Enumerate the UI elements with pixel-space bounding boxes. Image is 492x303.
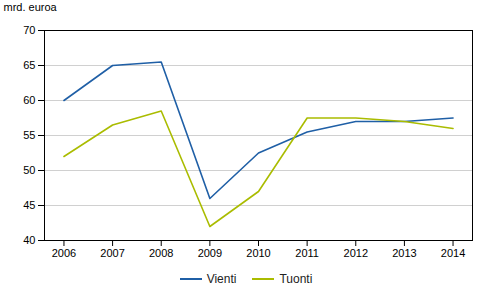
svg-text:mrd. euroa: mrd. euroa xyxy=(4,1,58,13)
svg-text:2014: 2014 xyxy=(441,247,465,259)
svg-text:2010: 2010 xyxy=(246,247,270,259)
svg-text:65: 65 xyxy=(23,59,35,71)
svg-text:2012: 2012 xyxy=(344,247,368,259)
svg-text:60: 60 xyxy=(23,94,35,106)
svg-text:40: 40 xyxy=(23,234,35,246)
svg-text:2009: 2009 xyxy=(198,247,222,259)
svg-text:70: 70 xyxy=(23,24,35,36)
svg-text:2011: 2011 xyxy=(295,247,319,259)
svg-text:2006: 2006 xyxy=(52,247,76,259)
svg-text:2008: 2008 xyxy=(149,247,173,259)
html-text:Vienti: Vienti xyxy=(206,272,237,286)
svg-text:2013: 2013 xyxy=(392,247,416,259)
svg-text:50: 50 xyxy=(23,164,35,176)
svg-text:45: 45 xyxy=(23,199,35,211)
html-text:Tuonti: Tuonti xyxy=(279,272,313,286)
svg-text:55: 55 xyxy=(23,129,35,141)
svg-text:2007: 2007 xyxy=(100,247,124,259)
